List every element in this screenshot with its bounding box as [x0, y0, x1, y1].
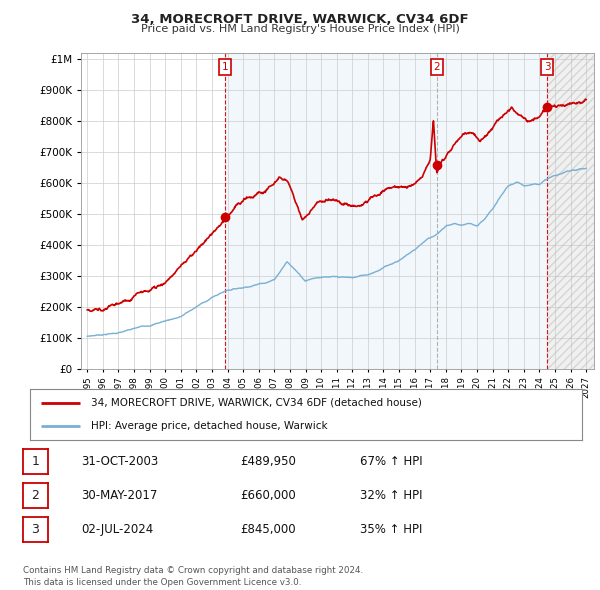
Text: 32% ↑ HPI: 32% ↑ HPI — [360, 489, 422, 502]
Bar — [547, 53, 594, 369]
Text: 02-JUL-2024: 02-JUL-2024 — [81, 523, 153, 536]
Text: 2: 2 — [31, 489, 40, 502]
Text: 34, MORECROFT DRIVE, WARWICK, CV34 6DF (detached house): 34, MORECROFT DRIVE, WARWICK, CV34 6DF (… — [91, 398, 422, 408]
Text: £845,000: £845,000 — [240, 523, 296, 536]
Text: 3: 3 — [544, 62, 551, 72]
Text: £489,950: £489,950 — [240, 455, 296, 468]
Text: £660,000: £660,000 — [240, 489, 296, 502]
Text: HPI: Average price, detached house, Warwick: HPI: Average price, detached house, Warw… — [91, 421, 328, 431]
Text: 34, MORECROFT DRIVE, WARWICK, CV34 6DF: 34, MORECROFT DRIVE, WARWICK, CV34 6DF — [131, 13, 469, 26]
Text: 35% ↑ HPI: 35% ↑ HPI — [360, 523, 422, 536]
Text: Price paid vs. HM Land Registry's House Price Index (HPI): Price paid vs. HM Land Registry's House … — [140, 24, 460, 34]
Text: 3: 3 — [31, 523, 40, 536]
Text: 31-OCT-2003: 31-OCT-2003 — [81, 455, 158, 468]
Bar — [547, 53, 594, 369]
Text: Contains HM Land Registry data © Crown copyright and database right 2024.
This d: Contains HM Land Registry data © Crown c… — [23, 566, 363, 587]
Text: 67% ↑ HPI: 67% ↑ HPI — [360, 455, 422, 468]
Text: 1: 1 — [221, 62, 228, 72]
Text: 1: 1 — [31, 455, 40, 468]
Bar — [225, 53, 547, 369]
Text: 2: 2 — [433, 62, 440, 72]
Text: 30-MAY-2017: 30-MAY-2017 — [81, 489, 157, 502]
